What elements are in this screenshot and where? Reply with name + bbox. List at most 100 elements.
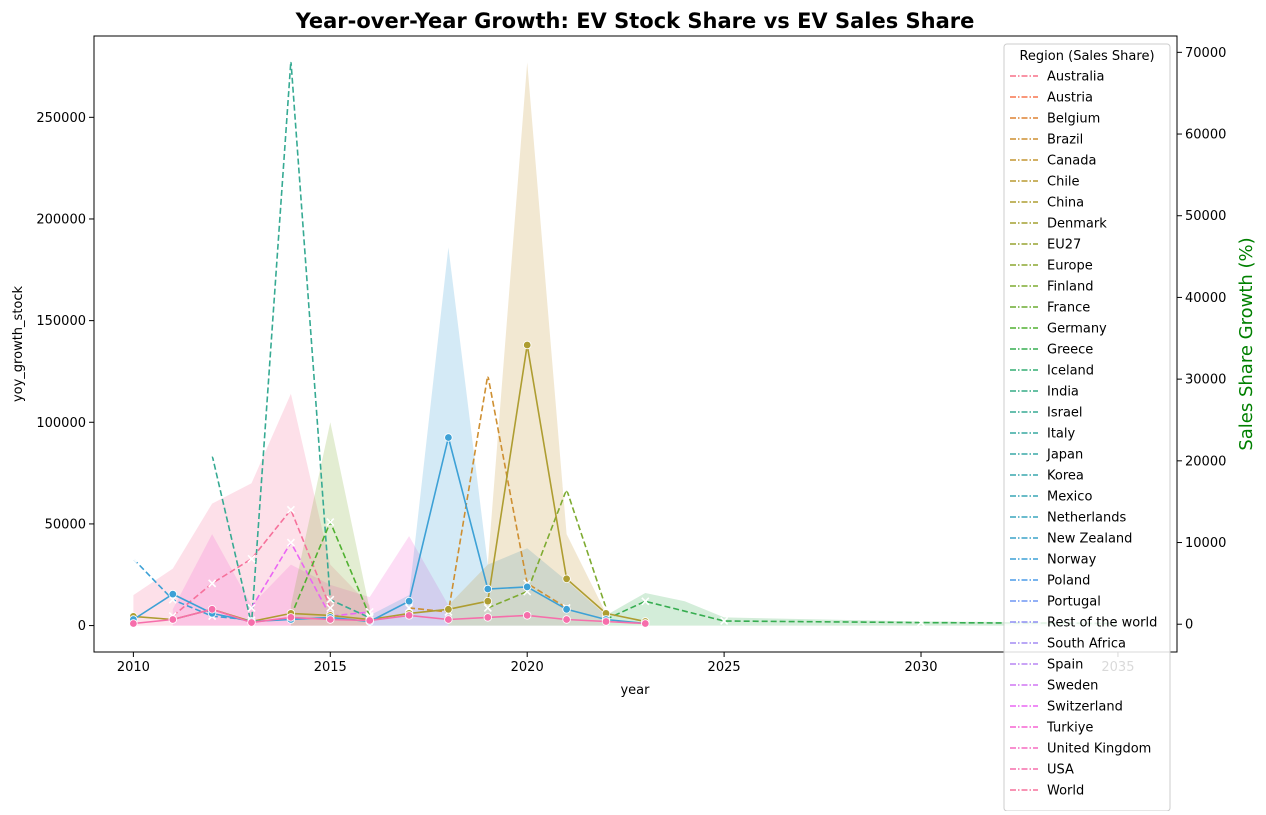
stock-point-2-5 — [326, 615, 335, 624]
x-axis-label: year — [620, 683, 650, 698]
stock-point-0-8 — [444, 605, 453, 614]
x-tick-label-2: 2020 — [511, 660, 544, 675]
stock-point-1-10 — [523, 582, 532, 592]
stock-point-2-6 — [365, 616, 374, 625]
stock-point-1-8 — [444, 433, 453, 442]
stock-point-2-13 — [641, 619, 650, 628]
ci-band-2 — [369, 247, 606, 626]
legend-label-15: India — [1047, 385, 1079, 400]
y-left-tick-label-3: 150000 — [36, 314, 86, 329]
stock-point-0-10 — [523, 340, 532, 350]
stock-point-2-9 — [483, 613, 492, 622]
stock-point-2-4 — [286, 613, 296, 622]
ci-band-0 — [133, 393, 370, 626]
stock-point-2-11 — [562, 615, 571, 624]
legend-label-6: China — [1047, 196, 1084, 211]
sales-point-marker-5-3 — [286, 505, 295, 514]
stock-point-2-12 — [601, 617, 611, 626]
legend-label-8: EU27 — [1047, 238, 1081, 253]
legend-label-21: Netherlands — [1047, 511, 1126, 526]
stock-point-2-8 — [444, 615, 453, 624]
legend-label-3: Brazil — [1047, 133, 1083, 148]
legend-label-20: Mexico — [1047, 490, 1092, 505]
sales-point-marker-2-2 — [483, 370, 492, 380]
y-left-tick-label-5: 250000 — [36, 111, 86, 126]
y-left-tick-label-4: 200000 — [36, 212, 86, 227]
legend-label-7: Denmark — [1047, 217, 1107, 232]
legend-label-2: Belgium — [1047, 112, 1100, 127]
sales-point-marker-0-0 — [208, 451, 217, 460]
legend-label-10: Finland — [1047, 280, 1093, 295]
sales-point-marker-7-1 — [641, 597, 650, 606]
stock-point-2-2 — [207, 605, 217, 614]
legend-label-22: New Zealand — [1047, 532, 1132, 547]
y-left-tick-label-0: 0 — [78, 619, 86, 634]
legend-label-31: Turkiye — [1046, 721, 1093, 736]
sales-series-line-4 — [250, 540, 370, 617]
legend-label-16: Israel — [1047, 406, 1083, 421]
y-right-tick-label-2: 20000 — [1185, 454, 1226, 469]
x-tick-label-1: 2015 — [314, 660, 347, 675]
stock-point-0-9 — [483, 597, 492, 606]
stock-series-line-2 — [133, 608, 646, 625]
legend-label-13: Greece — [1047, 343, 1093, 358]
stock-point-2-7 — [404, 611, 414, 620]
y-right-tick-label-6: 60000 — [1185, 128, 1226, 143]
stock-point-2-3 — [247, 618, 256, 627]
legend-label-14: Iceland — [1047, 364, 1094, 379]
x-tick-label-3: 2025 — [708, 660, 741, 675]
stock-point-1-11 — [562, 605, 571, 614]
chart-title: Year-over-Year Growth: EV Stock Share vs… — [295, 9, 975, 33]
legend-label-4: Canada — [1047, 154, 1096, 169]
y-left-tick-label-1: 50000 — [45, 517, 86, 532]
stock-point-1-7 — [404, 597, 414, 606]
sales-point-marker-3-0 — [483, 603, 492, 612]
sales-series-line-7 — [605, 600, 1118, 625]
stock-point-2-10 — [523, 611, 532, 620]
legend-label-26: Rest of the world — [1047, 616, 1157, 631]
legend-label-12: Germany — [1047, 322, 1107, 337]
sales-point-marker-4-0 — [247, 603, 256, 612]
ci-bands-layer — [133, 62, 1118, 626]
legend-label-9: Europe — [1047, 259, 1093, 274]
legend-label-34: World — [1047, 784, 1084, 799]
legend-label-30: Switzerland — [1047, 700, 1123, 715]
y-axis-right-label: Sales Share Growth (%) — [1236, 237, 1257, 450]
legend-label-17: Italy — [1047, 427, 1076, 442]
sales-series-line-3 — [487, 487, 607, 609]
legend-label-29: Sweden — [1047, 679, 1098, 694]
legend-label-0: Australia — [1047, 70, 1105, 85]
legend-label-28: Spain — [1047, 658, 1083, 673]
sales-point-marker-3-2 — [562, 485, 571, 494]
legend-label-19: Korea — [1047, 469, 1084, 484]
stock-point-2-0 — [129, 619, 138, 628]
stock-series-line-1 — [132, 437, 646, 625]
legend-label-24: Poland — [1047, 574, 1090, 589]
y-left-tick-label-2: 100000 — [36, 416, 86, 431]
legend-label-11: France — [1047, 301, 1090, 316]
stock-point-1-9 — [483, 584, 492, 594]
legend-label-5: Chile — [1047, 175, 1080, 190]
legend: Region (Sales Share) Australia Austria Belg… — [1003, 43, 1171, 812]
y-right-tick-label-3: 30000 — [1185, 373, 1226, 388]
series-layer — [129, 56, 1122, 629]
stock-point-2-1 — [168, 615, 177, 624]
sales-point-marker-5-1 — [208, 579, 217, 588]
sales-point-marker-0-2 — [286, 56, 295, 65]
legend-label-27: South Africa — [1047, 637, 1126, 652]
y-right-tick-label-5: 50000 — [1185, 209, 1226, 224]
x-tick-label-4: 2030 — [904, 660, 937, 675]
legend-title: Region (Sales Share) — [1019, 49, 1154, 64]
sales-point-marker-7-3 — [916, 618, 926, 627]
y-right-tick-label-7: 70000 — [1185, 46, 1226, 61]
legend-label-23: Norway — [1047, 553, 1097, 568]
stock-point-1-1 — [168, 589, 177, 599]
sales-point-marker-5-2 — [247, 554, 256, 563]
x-tick-label-0: 2010 — [117, 660, 150, 675]
sales-point-marker-4-1 — [286, 538, 295, 547]
axes-layer: 2010201520202025203020350500001000001500… — [36, 46, 1226, 675]
sales-point-marker-7-2 — [720, 616, 729, 626]
sales-point-marker-0-3 — [326, 595, 335, 604]
